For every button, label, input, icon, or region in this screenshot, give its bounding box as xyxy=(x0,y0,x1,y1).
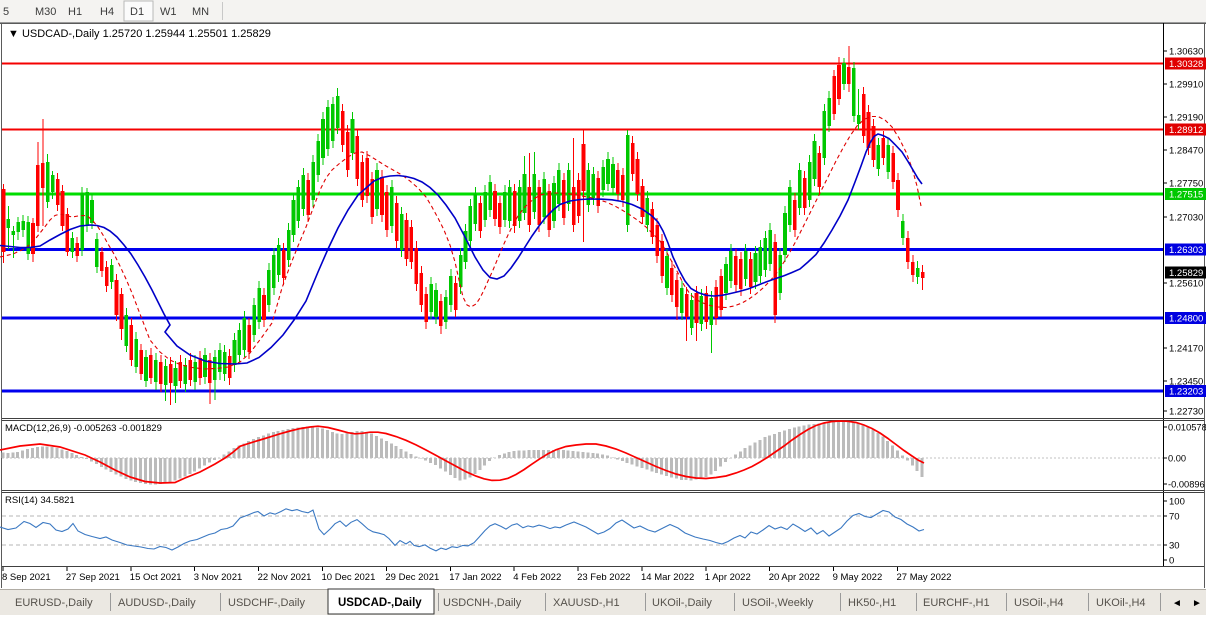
svg-text:RSI(14) 34.5821: RSI(14) 34.5821 xyxy=(5,495,75,506)
svg-text:XAUUSD-,H1: XAUUSD-,H1 xyxy=(553,597,620,609)
svg-text:USOil-,H4: USOil-,H4 xyxy=(1014,597,1064,609)
svg-text:HK50-,H1: HK50-,H1 xyxy=(848,597,896,609)
svg-text:▼ USDCAD-,Daily 1.25720 1.259: ▼ USDCAD-,Daily 1.25720 1.25944 1.25501 … xyxy=(8,28,271,40)
svg-text:1.23203: 1.23203 xyxy=(1169,387,1203,398)
svg-text:27 Sep 2021: 27 Sep 2021 xyxy=(66,572,120,583)
svg-text:9 May 2022: 9 May 2022 xyxy=(833,572,883,583)
svg-text:UKOil-,H4: UKOil-,H4 xyxy=(1096,597,1146,609)
svg-text:EURCHF-,H1: EURCHF-,H1 xyxy=(923,597,990,609)
svg-text:17 Jan 2022: 17 Jan 2022 xyxy=(449,572,501,583)
svg-text:1.30328: 1.30328 xyxy=(1169,59,1203,70)
svg-text:USDCNH-,Daily: USDCNH-,Daily xyxy=(443,597,522,609)
svg-text:3 Nov 2021: 3 Nov 2021 xyxy=(194,572,243,583)
svg-text:◄: ◄ xyxy=(1172,598,1182,609)
svg-text:►: ► xyxy=(1192,598,1202,609)
svg-text:27 May 2022: 27 May 2022 xyxy=(897,572,952,583)
svg-text:20 Apr 2022: 20 Apr 2022 xyxy=(769,572,820,583)
svg-text:USOil-,Weekly: USOil-,Weekly xyxy=(742,597,814,609)
svg-text:-0.00896: -0.00896 xyxy=(1168,480,1205,490)
svg-text:1.29910: 1.29910 xyxy=(1169,80,1203,91)
svg-text:1.27030: 1.27030 xyxy=(1169,213,1203,224)
svg-text:D1: D1 xyxy=(130,6,144,18)
svg-text:1.25829: 1.25829 xyxy=(1169,268,1203,279)
svg-text:0: 0 xyxy=(1169,556,1174,567)
svg-text:USDCAD-,Daily: USDCAD-,Daily xyxy=(338,597,422,609)
svg-text:MN: MN xyxy=(192,6,209,18)
svg-text:8 Sep 2021: 8 Sep 2021 xyxy=(2,572,51,583)
svg-text:H4: H4 xyxy=(100,6,114,18)
svg-text:1.23450: 1.23450 xyxy=(1169,377,1203,388)
svg-text:0.00: 0.00 xyxy=(1168,454,1186,464)
svg-text:1.28470: 1.28470 xyxy=(1169,146,1203,157)
svg-text:UKOil-,Daily: UKOil-,Daily xyxy=(652,597,712,609)
svg-text:23 Feb 2022: 23 Feb 2022 xyxy=(577,572,630,583)
svg-text:EURUSD-,Daily: EURUSD-,Daily xyxy=(15,597,93,609)
svg-text:1.27750: 1.27750 xyxy=(1169,179,1203,190)
svg-text:22 Nov 2021: 22 Nov 2021 xyxy=(258,572,312,583)
svg-text:1.29190: 1.29190 xyxy=(1169,113,1203,124)
svg-text:30: 30 xyxy=(1169,541,1180,552)
svg-text:0.010578: 0.010578 xyxy=(1168,423,1206,433)
svg-text:10 Dec 2021: 10 Dec 2021 xyxy=(322,572,376,583)
svg-text:1.28912: 1.28912 xyxy=(1169,125,1203,136)
svg-text:W1: W1 xyxy=(160,6,177,18)
svg-text:1.27515: 1.27515 xyxy=(1169,190,1203,201)
svg-text:29 Dec 2021: 29 Dec 2021 xyxy=(385,572,439,583)
svg-text:1.30630: 1.30630 xyxy=(1169,47,1203,58)
svg-text:MACD(12,26,9) -0.005263 -0.001: MACD(12,26,9) -0.005263 -0.001829 xyxy=(5,423,162,434)
svg-text:USDCHF-,Daily: USDCHF-,Daily xyxy=(228,597,306,609)
svg-text:1.24170: 1.24170 xyxy=(1169,344,1203,355)
svg-text:1.26303: 1.26303 xyxy=(1169,245,1203,256)
svg-text:15 Oct 2021: 15 Oct 2021 xyxy=(130,572,182,583)
svg-text:14 Mar 2022: 14 Mar 2022 xyxy=(641,572,694,583)
svg-text:5: 5 xyxy=(3,6,9,18)
svg-text:100: 100 xyxy=(1169,497,1185,508)
svg-text:1.24800: 1.24800 xyxy=(1169,314,1203,325)
svg-text:1.25610: 1.25610 xyxy=(1169,279,1203,290)
svg-text:70: 70 xyxy=(1169,512,1180,523)
svg-text:4 Feb 2022: 4 Feb 2022 xyxy=(513,572,561,583)
svg-text:1 Apr 2022: 1 Apr 2022 xyxy=(705,572,751,583)
svg-text:1.22730: 1.22730 xyxy=(1169,407,1203,418)
svg-text:AUDUSD-,Daily: AUDUSD-,Daily xyxy=(118,597,196,609)
svg-text:H1: H1 xyxy=(68,6,82,18)
svg-text:M30: M30 xyxy=(35,6,56,18)
